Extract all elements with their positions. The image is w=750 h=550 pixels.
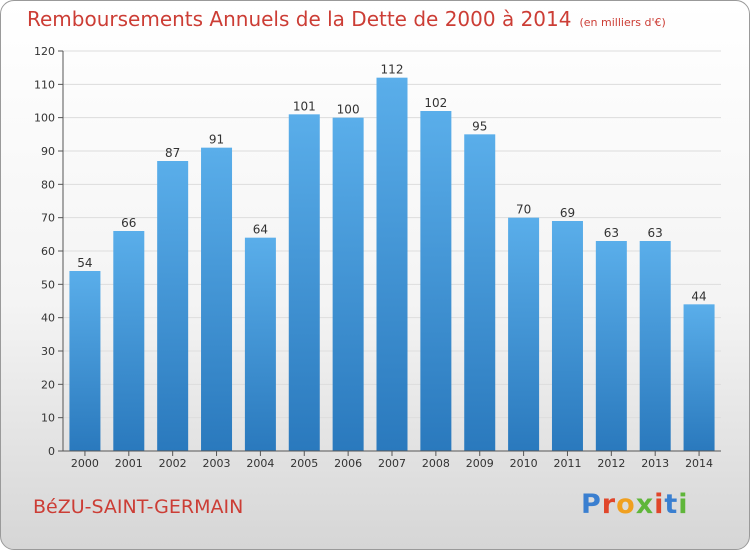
x-tick-label-2013: 2013 bbox=[641, 457, 669, 470]
value-label-2009: 95 bbox=[472, 119, 487, 133]
logo-letter: P bbox=[581, 489, 602, 520]
logo-letter: r bbox=[601, 489, 617, 520]
chart-title: Remboursements Annuels de la Dette de 20… bbox=[27, 7, 666, 31]
x-tick-label-2006: 2006 bbox=[334, 457, 362, 470]
bar-2010 bbox=[508, 217, 540, 451]
x-axis-ticks: 2000 2001 2002 2003 2004 2005 2006 2007 2008 2009… bbox=[71, 451, 713, 470]
logo-letter: i bbox=[678, 489, 689, 520]
x-tick-label-2000: 2000 bbox=[71, 457, 99, 470]
value-label-2003: 91 bbox=[209, 133, 224, 147]
x-tick-label-2002: 2002 bbox=[159, 457, 187, 470]
value-label-2014: 44 bbox=[691, 289, 706, 303]
bar-2014 bbox=[683, 304, 715, 451]
bar-2011 bbox=[551, 221, 583, 451]
x-tick-label-2004: 2004 bbox=[246, 457, 274, 470]
x-tick-label-2012: 2012 bbox=[597, 457, 625, 470]
y-tick-label: 90 bbox=[41, 145, 55, 158]
value-label-2008: 102 bbox=[424, 96, 447, 110]
x-tick-label-2009: 2009 bbox=[466, 457, 494, 470]
value-label-2006: 100 bbox=[337, 103, 360, 117]
chart-unit: (en milliers d'€) bbox=[579, 16, 666, 29]
bar-2001 bbox=[113, 231, 145, 451]
value-label-2001: 66 bbox=[121, 216, 136, 230]
y-tick-label: 120 bbox=[34, 45, 55, 58]
bar-2000 bbox=[69, 271, 101, 451]
x-tick-label-2003: 2003 bbox=[203, 457, 231, 470]
value-label-2000: 54 bbox=[77, 256, 92, 270]
y-tick-label: 100 bbox=[34, 112, 55, 125]
y-tick-label: 40 bbox=[41, 312, 55, 325]
value-label-2011: 69 bbox=[560, 206, 575, 220]
value-label-2004: 64 bbox=[253, 223, 268, 237]
bar-2009 bbox=[464, 134, 496, 452]
value-label-2002: 87 bbox=[165, 146, 180, 160]
proxiti-logo: Proxiti bbox=[581, 489, 689, 520]
bar-2007 bbox=[376, 77, 408, 452]
bar-chart: 0 10 20 30 40 50 60 70 80 90 100 110 120 54 66 87 91 64 1… bbox=[34, 45, 721, 470]
y-tick-label: 110 bbox=[34, 78, 55, 91]
bar-2012 bbox=[595, 241, 627, 451]
bar-2008 bbox=[420, 111, 452, 451]
x-tick-label-2011: 2011 bbox=[553, 457, 581, 470]
x-tick-label-2014: 2014 bbox=[685, 457, 713, 470]
value-label-2005: 101 bbox=[293, 99, 316, 113]
value-labels: 54 66 87 91 64 101 100 112 102 95 70 69 63 63 44 bbox=[77, 63, 706, 304]
bars bbox=[69, 77, 715, 452]
bar-2005 bbox=[288, 114, 320, 451]
bar-2003 bbox=[201, 147, 233, 451]
logo-letter: o bbox=[616, 489, 636, 520]
y-tick-label: 10 bbox=[41, 412, 55, 425]
y-tick-label: 80 bbox=[41, 178, 55, 191]
y-tick-label: 0 bbox=[48, 445, 55, 458]
x-tick-label-2007: 2007 bbox=[378, 457, 406, 470]
value-label-2012: 63 bbox=[604, 226, 619, 240]
bar-2013 bbox=[639, 241, 671, 451]
value-label-2007: 112 bbox=[381, 63, 404, 77]
y-tick-label: 70 bbox=[41, 212, 55, 225]
bar-2006 bbox=[332, 117, 364, 452]
x-tick-label-2008: 2008 bbox=[422, 457, 450, 470]
bar-2002 bbox=[157, 161, 189, 451]
y-tick-label: 50 bbox=[41, 278, 55, 291]
x-tick-label-2001: 2001 bbox=[115, 457, 143, 470]
y-tick-label: 20 bbox=[41, 378, 55, 391]
bar-2004 bbox=[244, 237, 276, 451]
chart-title-text: Remboursements Annuels de la Dette de 20… bbox=[27, 7, 572, 31]
x-tick-label-2005: 2005 bbox=[290, 457, 318, 470]
value-label-2010: 70 bbox=[516, 203, 531, 217]
logo-letter: i bbox=[654, 489, 665, 520]
x-tick-label-2010: 2010 bbox=[510, 457, 538, 470]
y-tick-label: 30 bbox=[41, 345, 55, 358]
value-label-2013: 63 bbox=[648, 226, 663, 240]
logo-letter: t bbox=[664, 489, 679, 520]
commune-name: BéZU-SAINT-GERMAIN bbox=[33, 496, 244, 518]
logo-letter: x bbox=[635, 489, 655, 520]
y-tick-label: 60 bbox=[41, 245, 55, 258]
y-axis-ticks: 0 10 20 30 40 50 60 70 80 90 100 110 120 bbox=[34, 45, 63, 458]
